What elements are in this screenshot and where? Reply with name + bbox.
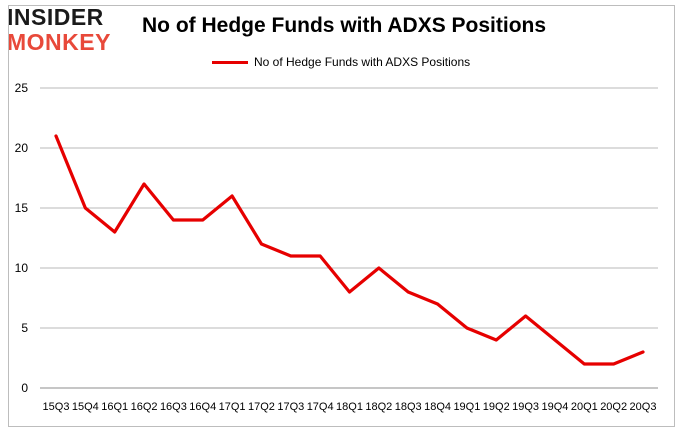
x-tick-label: 17Q1 (219, 401, 246, 413)
x-tick-label: 19Q4 (541, 401, 568, 413)
data-point (465, 326, 469, 330)
data-point (494, 338, 498, 342)
data-point (230, 194, 234, 198)
data-point (83, 206, 87, 210)
x-tick-label: 18Q3 (395, 401, 422, 413)
data-point (318, 254, 322, 258)
data-point (201, 218, 205, 222)
x-tick-label: 20Q2 (600, 401, 627, 413)
x-tick-label: 16Q4 (189, 401, 216, 413)
x-tick-label: 20Q1 (571, 401, 598, 413)
data-point (348, 290, 351, 294)
data-point (406, 290, 410, 294)
y-tick-label: 20 (15, 141, 29, 155)
x-tick-label: 18Q2 (365, 401, 392, 413)
insider-monkey-logo: INSIDER MONKEY (7, 4, 111, 55)
data-point (553, 338, 557, 342)
x-tick-label: 19Q3 (512, 401, 539, 413)
x-tick-label: 19Q1 (453, 401, 480, 413)
y-tick-label: 25 (15, 81, 29, 95)
chart-border (8, 5, 675, 427)
data-point (524, 314, 527, 318)
data-point (612, 362, 616, 366)
x-tick-label: 17Q4 (307, 401, 334, 413)
data-point (377, 266, 381, 270)
chart-title: No of Hedge Funds with ADXS Positions (142, 14, 547, 37)
x-tick-label: 17Q3 (277, 401, 304, 413)
chart-legend: No of Hedge Funds with ADXS Positions (212, 54, 470, 70)
x-tick-label: 16Q1 (101, 401, 128, 413)
y-tick-label: 0 (21, 381, 28, 395)
svg-text:INSIDER: INSIDER (7, 4, 104, 30)
data-point (113, 230, 117, 234)
data-point (582, 362, 586, 366)
x-tick-label: 16Q3 (160, 401, 187, 413)
x-tick-label: 20Q3 (630, 401, 657, 413)
data-point (54, 134, 58, 138)
y-tick-label: 15 (15, 201, 29, 215)
data-point (172, 218, 175, 222)
data-point (641, 350, 645, 354)
x-tick-label: 19Q2 (483, 401, 510, 413)
x-tick-label: 17Q2 (248, 401, 275, 413)
x-tick-label: 16Q2 (131, 401, 158, 413)
series-line (54, 134, 645, 366)
data-point (142, 182, 146, 186)
legend-label: No of Hedge Funds with ADXS Positions (254, 55, 471, 69)
x-tick-label: 15Q3 (43, 401, 70, 413)
legend-line-swatch (212, 60, 248, 64)
data-point (289, 254, 293, 258)
svg-text:MONKEY: MONKEY (7, 29, 111, 55)
x-tick-label: 15Q4 (72, 401, 99, 413)
data-point (260, 242, 263, 246)
data-point (436, 302, 439, 306)
x-tick-label: 18Q4 (424, 401, 451, 413)
x-tick-label: 18Q1 (336, 401, 363, 413)
y-tick-label: 5 (21, 321, 28, 335)
y-tick-label: 10 (15, 261, 29, 275)
